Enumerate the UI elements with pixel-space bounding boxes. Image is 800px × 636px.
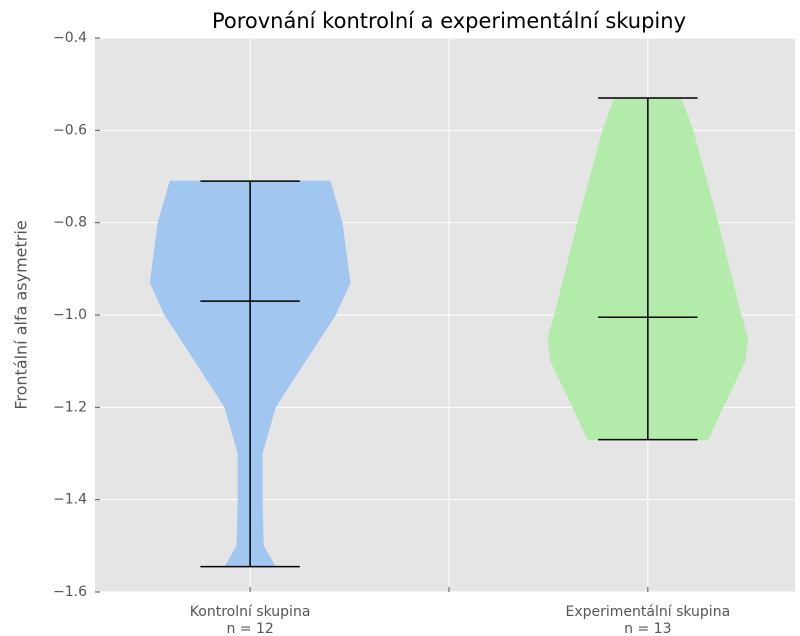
sample-size-label: n = 13: [624, 621, 671, 636]
y-tick-label: −1.6: [53, 584, 87, 600]
y-axis-label: Frontální alfa asymetrie: [12, 220, 31, 409]
y-tick-label: −1.0: [53, 307, 87, 323]
y-tick-label: −1.4: [53, 492, 87, 508]
y-tick-label: −0.4: [53, 30, 87, 46]
y-tick-label: −0.6: [53, 122, 87, 138]
chart-title: Porovnání kontrolní a experimentální sku…: [212, 9, 686, 33]
x-tick-label: Experimentální skupina: [566, 604, 731, 620]
y-tick-label: −1.2: [53, 399, 87, 415]
sample-size-label: n = 12: [226, 621, 273, 636]
y-tick-label: −0.8: [53, 215, 87, 231]
x-tick-label: Kontrolní skupina: [190, 604, 311, 620]
